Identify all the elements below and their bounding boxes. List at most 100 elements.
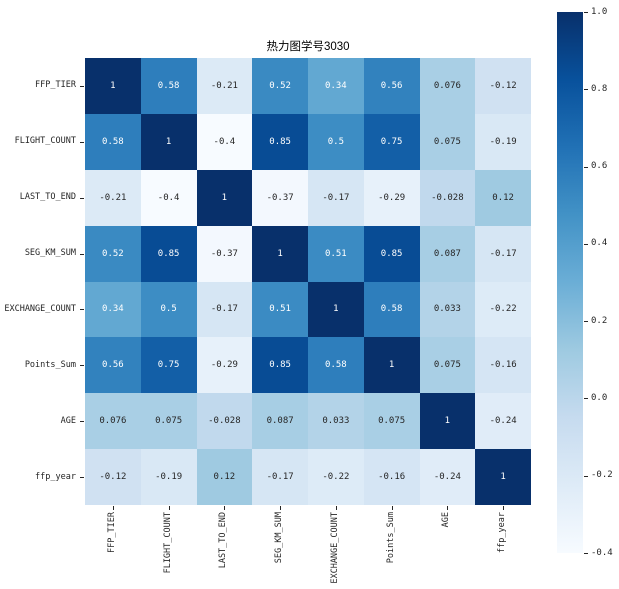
chart-title: 热力图学号3030 [266, 41, 350, 53]
heatmap-cell: 0.12 [475, 169, 531, 226]
colorbar-tick-label: 0.6 [591, 161, 608, 172]
heatmap-cell: 0.52 [252, 58, 308, 114]
heatmap-cell: -0.4 [196, 113, 253, 170]
heatmap-cell: -0.12 [475, 58, 531, 114]
heatmap-cell: 1 [140, 113, 197, 170]
y-axis-label: AGE [60, 415, 76, 426]
heatmap-cell: -0.17 [252, 449, 308, 505]
colorbar-gradient [557, 12, 583, 553]
colorbar-tick-mark [584, 321, 588, 322]
heatmap-cell: -0.21 [196, 58, 253, 114]
colorbar-tick-mark [584, 476, 588, 477]
y-tick-mark [80, 309, 84, 310]
heatmap-cell: 0.075 [363, 393, 420, 450]
heatmap-cell: 0.58 [140, 58, 197, 114]
heatmap-cell: -0.028 [196, 393, 253, 450]
heatmap-cell: -0.028 [419, 169, 476, 226]
heatmap-cell: 0.12 [196, 449, 253, 505]
x-axis-label: FFP_TIER [106, 512, 117, 553]
x-axis-label: Points_Sum [385, 512, 396, 564]
heatmap-cell: 0.34 [308, 58, 364, 114]
heatmap-cell: -0.19 [475, 113, 531, 170]
x-axis-label: FLIGHT_COUNT [162, 512, 173, 574]
colorbar-tick-mark [584, 244, 588, 245]
x-axis-label: SEG_KM_SUM [274, 512, 285, 564]
heatmap-cell: -0.16 [363, 449, 420, 505]
heatmap-cell: -0.24 [419, 449, 476, 505]
heatmap-grid: 1 0.58 -0.21 0.52 0.34 0.56 0.076 -0.12 0.58 1 -0.… [85, 58, 531, 505]
heatmap-cell: 0.033 [308, 393, 364, 450]
heatmap-cell: 0.58 [363, 281, 420, 338]
colorbar-tick-label: -0.2 [591, 470, 613, 481]
heatmap-cell: 0.075 [140, 393, 197, 450]
colorbar-tick-label: 1.0 [591, 6, 608, 17]
heatmap-cell: 0.56 [363, 58, 420, 114]
heatmap-cell: -0.19 [140, 449, 197, 505]
x-tick-mark [503, 506, 504, 510]
colorbar-tick-mark [584, 89, 588, 90]
heatmap-cell: 0.85 [252, 113, 308, 170]
heatmap-cell: -0.4 [140, 169, 197, 226]
heatmap-cell: 0.51 [252, 281, 308, 338]
heatmap-cell: -0.17 [196, 281, 253, 338]
y-tick-mark [80, 198, 84, 199]
heatmap-cell: 0.56 [85, 337, 141, 394]
heatmap-cell: 0.033 [419, 281, 476, 338]
heatmap-cell: -0.22 [475, 281, 531, 338]
heatmap-cell: 0.5 [140, 281, 197, 338]
heatmap-cell: -0.29 [363, 169, 420, 226]
heatmap-cell: 1 [363, 337, 420, 394]
heatmap-cell: 0.075 [419, 113, 476, 170]
y-axis-label: FLIGHT_COUNT [14, 136, 76, 147]
heatmap-cell: 0.075 [419, 337, 476, 394]
y-tick-mark [80, 254, 84, 255]
heatmap-cell: 1 [196, 169, 253, 226]
y-tick-mark [80, 421, 84, 422]
colorbar-tick-mark [584, 12, 588, 13]
heatmap-cell: 0.087 [252, 393, 308, 450]
colorbar-tick-label: 0.4 [591, 238, 608, 249]
x-axis-label: ffp_year [497, 512, 508, 553]
heatmap-cell: 0.58 [85, 113, 141, 170]
heatmap-cell: 0.087 [419, 225, 476, 282]
colorbar-tick-mark [584, 553, 588, 554]
heatmap-cell: 0.34 [85, 281, 141, 338]
y-axis-label: ffp_year [35, 471, 76, 482]
colorbar-tick-label: 0.0 [591, 392, 608, 403]
x-tick-mark [169, 506, 170, 510]
heatmap-cell: 1 [252, 225, 308, 282]
x-tick-mark [447, 506, 448, 510]
y-tick-mark [80, 86, 84, 87]
heatmap-cell: -0.22 [308, 449, 364, 505]
y-tick-mark [80, 365, 84, 366]
colorbar-tick-label: 0.2 [591, 315, 608, 326]
y-axis-label: SEG_KM_SUM [24, 248, 76, 259]
heatmap-cell: -0.29 [196, 337, 253, 394]
heatmap-cell: 0.58 [308, 337, 364, 394]
heatmap-cell: 0.85 [140, 225, 197, 282]
heatmap-cell: -0.17 [308, 169, 364, 226]
heatmap-cell: 1 [419, 393, 476, 450]
heatmap-cell: -0.21 [85, 169, 141, 226]
x-tick-mark [224, 506, 225, 510]
heatmap-cell: 0.75 [140, 337, 197, 394]
x-tick-mark [336, 506, 337, 510]
x-axis-label: AGE [441, 512, 452, 528]
heatmap-cell: 0.076 [419, 58, 476, 114]
x-tick-mark [280, 506, 281, 510]
heatmap-cell: 1 [85, 58, 141, 114]
heatmap-cell: -0.37 [196, 225, 253, 282]
heatmap-cell: 0.5 [308, 113, 364, 170]
heatmap-cell: 0.75 [363, 113, 420, 170]
y-tick-mark [80, 142, 84, 143]
heatmap-cell: 1 [308, 281, 364, 338]
x-tick-mark [392, 506, 393, 510]
x-tick-mark [113, 506, 114, 510]
y-tick-mark [80, 477, 84, 478]
y-axis-label: EXCHANGE_COUNT [4, 303, 76, 314]
heatmap-cell: 0.85 [363, 225, 420, 282]
colorbar-tick-mark [584, 167, 588, 168]
heatmap-cell: -0.37 [252, 169, 308, 226]
heatmap-cell: -0.17 [475, 225, 531, 282]
